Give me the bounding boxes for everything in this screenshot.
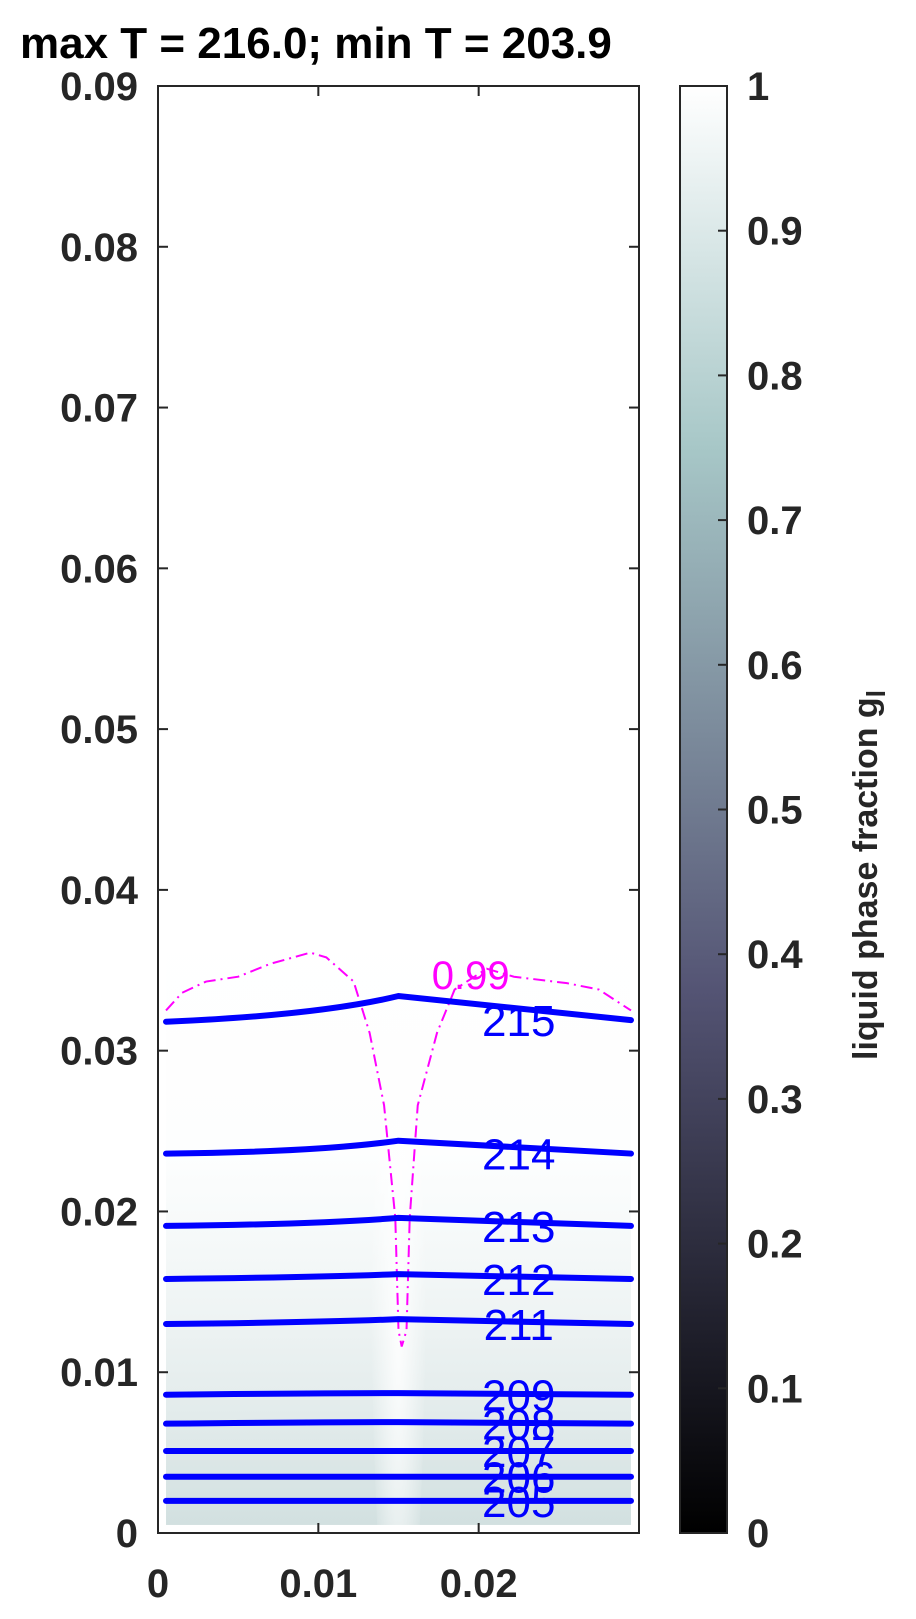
colorbar-tick-label: 0.5: [747, 789, 803, 833]
fraction-contour-label: 0.99: [432, 954, 510, 998]
colorbar-label-subscript: l: [861, 690, 891, 697]
temperature-contour-line: [163, 1419, 634, 1427]
temperature-contour-line: [163, 1214, 634, 1229]
temperature-contour-line: [163, 1316, 634, 1327]
x-tick-label: 0: [147, 1562, 169, 1606]
temperature-contour-label: 206: [482, 1454, 555, 1503]
contour-layer: [163, 951, 634, 1504]
temperature-contour-label: 214: [482, 1131, 555, 1180]
colorbar-tick-label: 0.3: [747, 1078, 803, 1122]
colorbar-axis: 0 0.1 0.2 0.3 0.4 0.5 0.6 0.7 0.8 0.9 1: [718, 65, 803, 1556]
colorbar-tick-label: 0.9: [747, 210, 803, 254]
temperature-contour-label: 209: [482, 1372, 555, 1421]
x-axis: 0 0.01 0.02: [147, 86, 518, 1606]
colorbar-tick-label: 0: [747, 1512, 769, 1556]
chart-title: max T = 216.0; min T = 203.9: [20, 19, 612, 68]
temperature-contour-label: 205: [482, 1478, 555, 1527]
y-tick-label: 0.06: [60, 547, 138, 591]
temperature-contour-label: 212: [482, 1256, 555, 1305]
colorbar-tick-label: 0.6: [747, 644, 803, 688]
colorbar-tick-label: 0.1: [747, 1367, 803, 1411]
colorbar-tick-label: 1: [747, 65, 769, 109]
colorbar-tick-label: 0.2: [747, 1223, 803, 1267]
colorbar-tick-label: 0.7: [747, 499, 803, 543]
y-axis: 0 0.01 0.02 0.03 0.04 0.05 0.06 0.07 0.08 0.09: [60, 65, 639, 1556]
y-tick-label: 0.02: [60, 1190, 138, 1234]
y-tick-label: 0.04: [60, 869, 139, 913]
temperature-contour-label: 207: [482, 1428, 555, 1477]
y-tick-label: 0.07: [60, 387, 138, 431]
colorbar-tick-label: 0.8: [747, 354, 803, 398]
x-tick-label: 0.02: [440, 1562, 518, 1606]
temperature-contour-line: [163, 1390, 634, 1398]
liquid-fraction-field: [158, 86, 639, 1533]
temperature-contour-line: [163, 1137, 634, 1157]
y-tick-label: 0.09: [60, 65, 138, 109]
temperature-contour-label: 213: [482, 1203, 555, 1252]
temperature-contour-label: 211: [484, 1301, 554, 1350]
temperature-contour-line: [163, 992, 634, 1025]
plot-axes-box: [157, 85, 640, 1534]
temperature-contour-label: 215: [482, 997, 555, 1046]
colorbar-tick-label: 0.4: [747, 933, 803, 977]
y-tick-label: 0.03: [60, 1030, 138, 1074]
y-tick-label: 0.01: [60, 1351, 138, 1395]
fraction-contour-line: [165, 951, 632, 1347]
y-tick-label: 0: [116, 1512, 138, 1556]
temperature-contour-line: [163, 1271, 634, 1282]
x-tick-label: 0.01: [279, 1562, 357, 1606]
colorbar-label: liquid phase fraction g: [847, 697, 885, 1060]
y-tick-label: 0.08: [60, 226, 138, 270]
y-tick-label: 0.05: [60, 708, 138, 752]
colorbar-title: liquid phase fraction gl: [847, 690, 891, 1060]
field-plume: [370, 729, 427, 1533]
temperature-contour-label: 208: [482, 1401, 555, 1450]
